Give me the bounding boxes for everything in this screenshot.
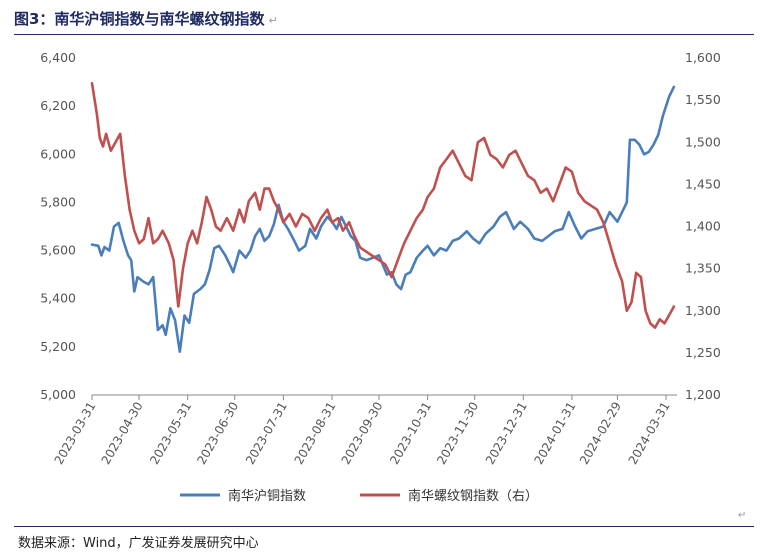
y-left-tick-label: 5,200 [40, 339, 76, 354]
y-right-tick-label: 1,550 [685, 92, 721, 107]
x-tick-label: 2023-10-31 [387, 400, 434, 467]
series-line-copy [90, 85, 676, 354]
x-tick-label: 2024-02-29 [577, 400, 624, 467]
x-tick-label: 2023-07-31 [243, 400, 290, 467]
y-right-tick-label: 1,500 [685, 134, 721, 149]
y-right-tick-label: 1,350 [685, 261, 721, 276]
footer-bar: 数据来源：Wind，广发证券发展研究中心 [14, 526, 754, 553]
x-tick-label: 2023-03-31 [52, 400, 99, 467]
x-tick-label: 2023-06-30 [194, 400, 241, 467]
series-line-rebar [90, 82, 676, 329]
y-left-tick-label: 6,200 [40, 98, 76, 113]
chart-title-wrapper: 图3：南华沪铜指数与南华螺纹钢指数 ↵ [14, 8, 278, 29]
source-note: 数据来源：Wind，广发证券发展研究中心 [18, 536, 259, 551]
y-left-tick-label: 5,800 [40, 194, 76, 209]
title-bar: 图3：南华沪铜指数与南华螺纹钢指数 ↵ [14, 6, 754, 35]
y-right-tick-label: 1,600 [685, 50, 721, 65]
x-tick-label: 2023-08-31 [292, 400, 339, 467]
chart-title: 图3：南华沪铜指数与南华螺纹钢指数 [14, 10, 265, 28]
dual-axis-line-chart: 5,000 5,200 5,400 5,600 5,800 6,000 6,200 6,400… [40, 50, 721, 504]
y-left-tick-label: 5,000 [40, 387, 76, 402]
y-left-tick-label: 5,400 [40, 291, 76, 306]
y-right-tick-label: 1,400 [685, 219, 721, 234]
y-left-tick-label: 6,000 [40, 146, 76, 161]
x-tick-label: 2023-04-30 [99, 400, 146, 467]
paragraph-mark-corner: ↵ [738, 510, 747, 521]
legend-label-copy: 南华沪铜指数 [228, 488, 306, 504]
y-left-tick-label: 6,400 [40, 50, 76, 65]
y-left-tick-label: 5,600 [40, 243, 76, 258]
y-right-tick-label: 1,450 [685, 176, 721, 191]
x-tick-label: 2024-03-31 [626, 400, 673, 467]
y-right-tick-label: 1,300 [685, 303, 721, 318]
x-tick-label: 2024-01-31 [532, 400, 579, 467]
y-right-tick-label: 1,200 [685, 387, 721, 402]
x-tick-label: 2023-11-30 [434, 400, 481, 467]
y-right-tick-label: 1,250 [685, 345, 721, 360]
paragraph-mark: ↵ [268, 14, 278, 27]
x-tick-label: 2023-09-30 [339, 400, 386, 467]
x-tick-label: 2023-05-31 [147, 400, 194, 467]
x-tick-label: 2023-12-31 [483, 400, 530, 467]
legend-label-rebar: 南华螺纹钢指数（右） [408, 488, 538, 504]
